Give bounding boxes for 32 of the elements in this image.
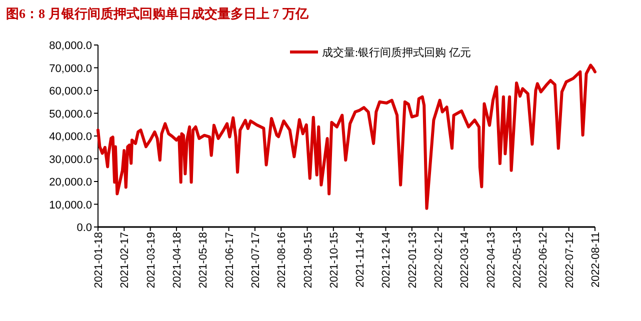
x-tick-label: 2021-08-16	[276, 232, 288, 288]
chart-title: 图6：8 月银行间质押式回购单日成交量多日上 7 万亿	[6, 6, 310, 21]
x-tick-label: 2022-04-13	[485, 232, 498, 288]
x-tick-label: 2021-12-14	[380, 232, 393, 288]
x-tick-label: 2021-03-19	[145, 232, 158, 288]
x-tick-label: 2021-05-18	[198, 232, 210, 288]
x-tick-label: 2021-01-18	[93, 232, 105, 288]
y-tick-label: 40,000.0	[49, 131, 92, 143]
legend-label: 成交量:银行间质押式回购 亿元	[322, 46, 471, 59]
x-tick-label: 2022-07-12	[564, 232, 576, 288]
x-tick-label: 2021-10-15	[328, 232, 340, 288]
x-tick-label: 2021-06-17	[224, 232, 236, 288]
x-tick-label: 2022-02-12	[433, 232, 446, 288]
x-tick-label: 2022-03-14	[459, 232, 472, 288]
x-tick-label: 2021-07-17	[250, 232, 262, 288]
y-tick-label: 0.0	[76, 222, 92, 234]
y-tick-label: 20,000.0	[49, 176, 92, 188]
x-tick-label: 2021-11-14	[354, 232, 367, 288]
x-tick-label: 2022-01-13	[406, 232, 419, 288]
x-tick-label: 2022-06-12	[538, 232, 550, 288]
legend: 成交量:银行间质押式回购 亿元	[290, 47, 471, 59]
x-tick-label: 2021-02-17	[119, 232, 132, 288]
y-tick-label: 70,000.0	[49, 62, 92, 75]
y-tick-label: 10,000.0	[49, 199, 92, 212]
y-tick-label: 50,000.0	[49, 108, 92, 120]
y-tick-label: 60,000.0	[49, 86, 92, 98]
y-tick-label: 30,000.0	[49, 154, 92, 166]
x-tick-label: 2021-09-15	[302, 232, 314, 288]
x-tick-label: 2022-08-11	[590, 232, 602, 288]
x-tick-label: 2021-04-18	[171, 232, 184, 288]
x-tick-label: 2022-05-13	[512, 232, 524, 288]
y-tick-label: 80,000.0	[49, 40, 92, 52]
